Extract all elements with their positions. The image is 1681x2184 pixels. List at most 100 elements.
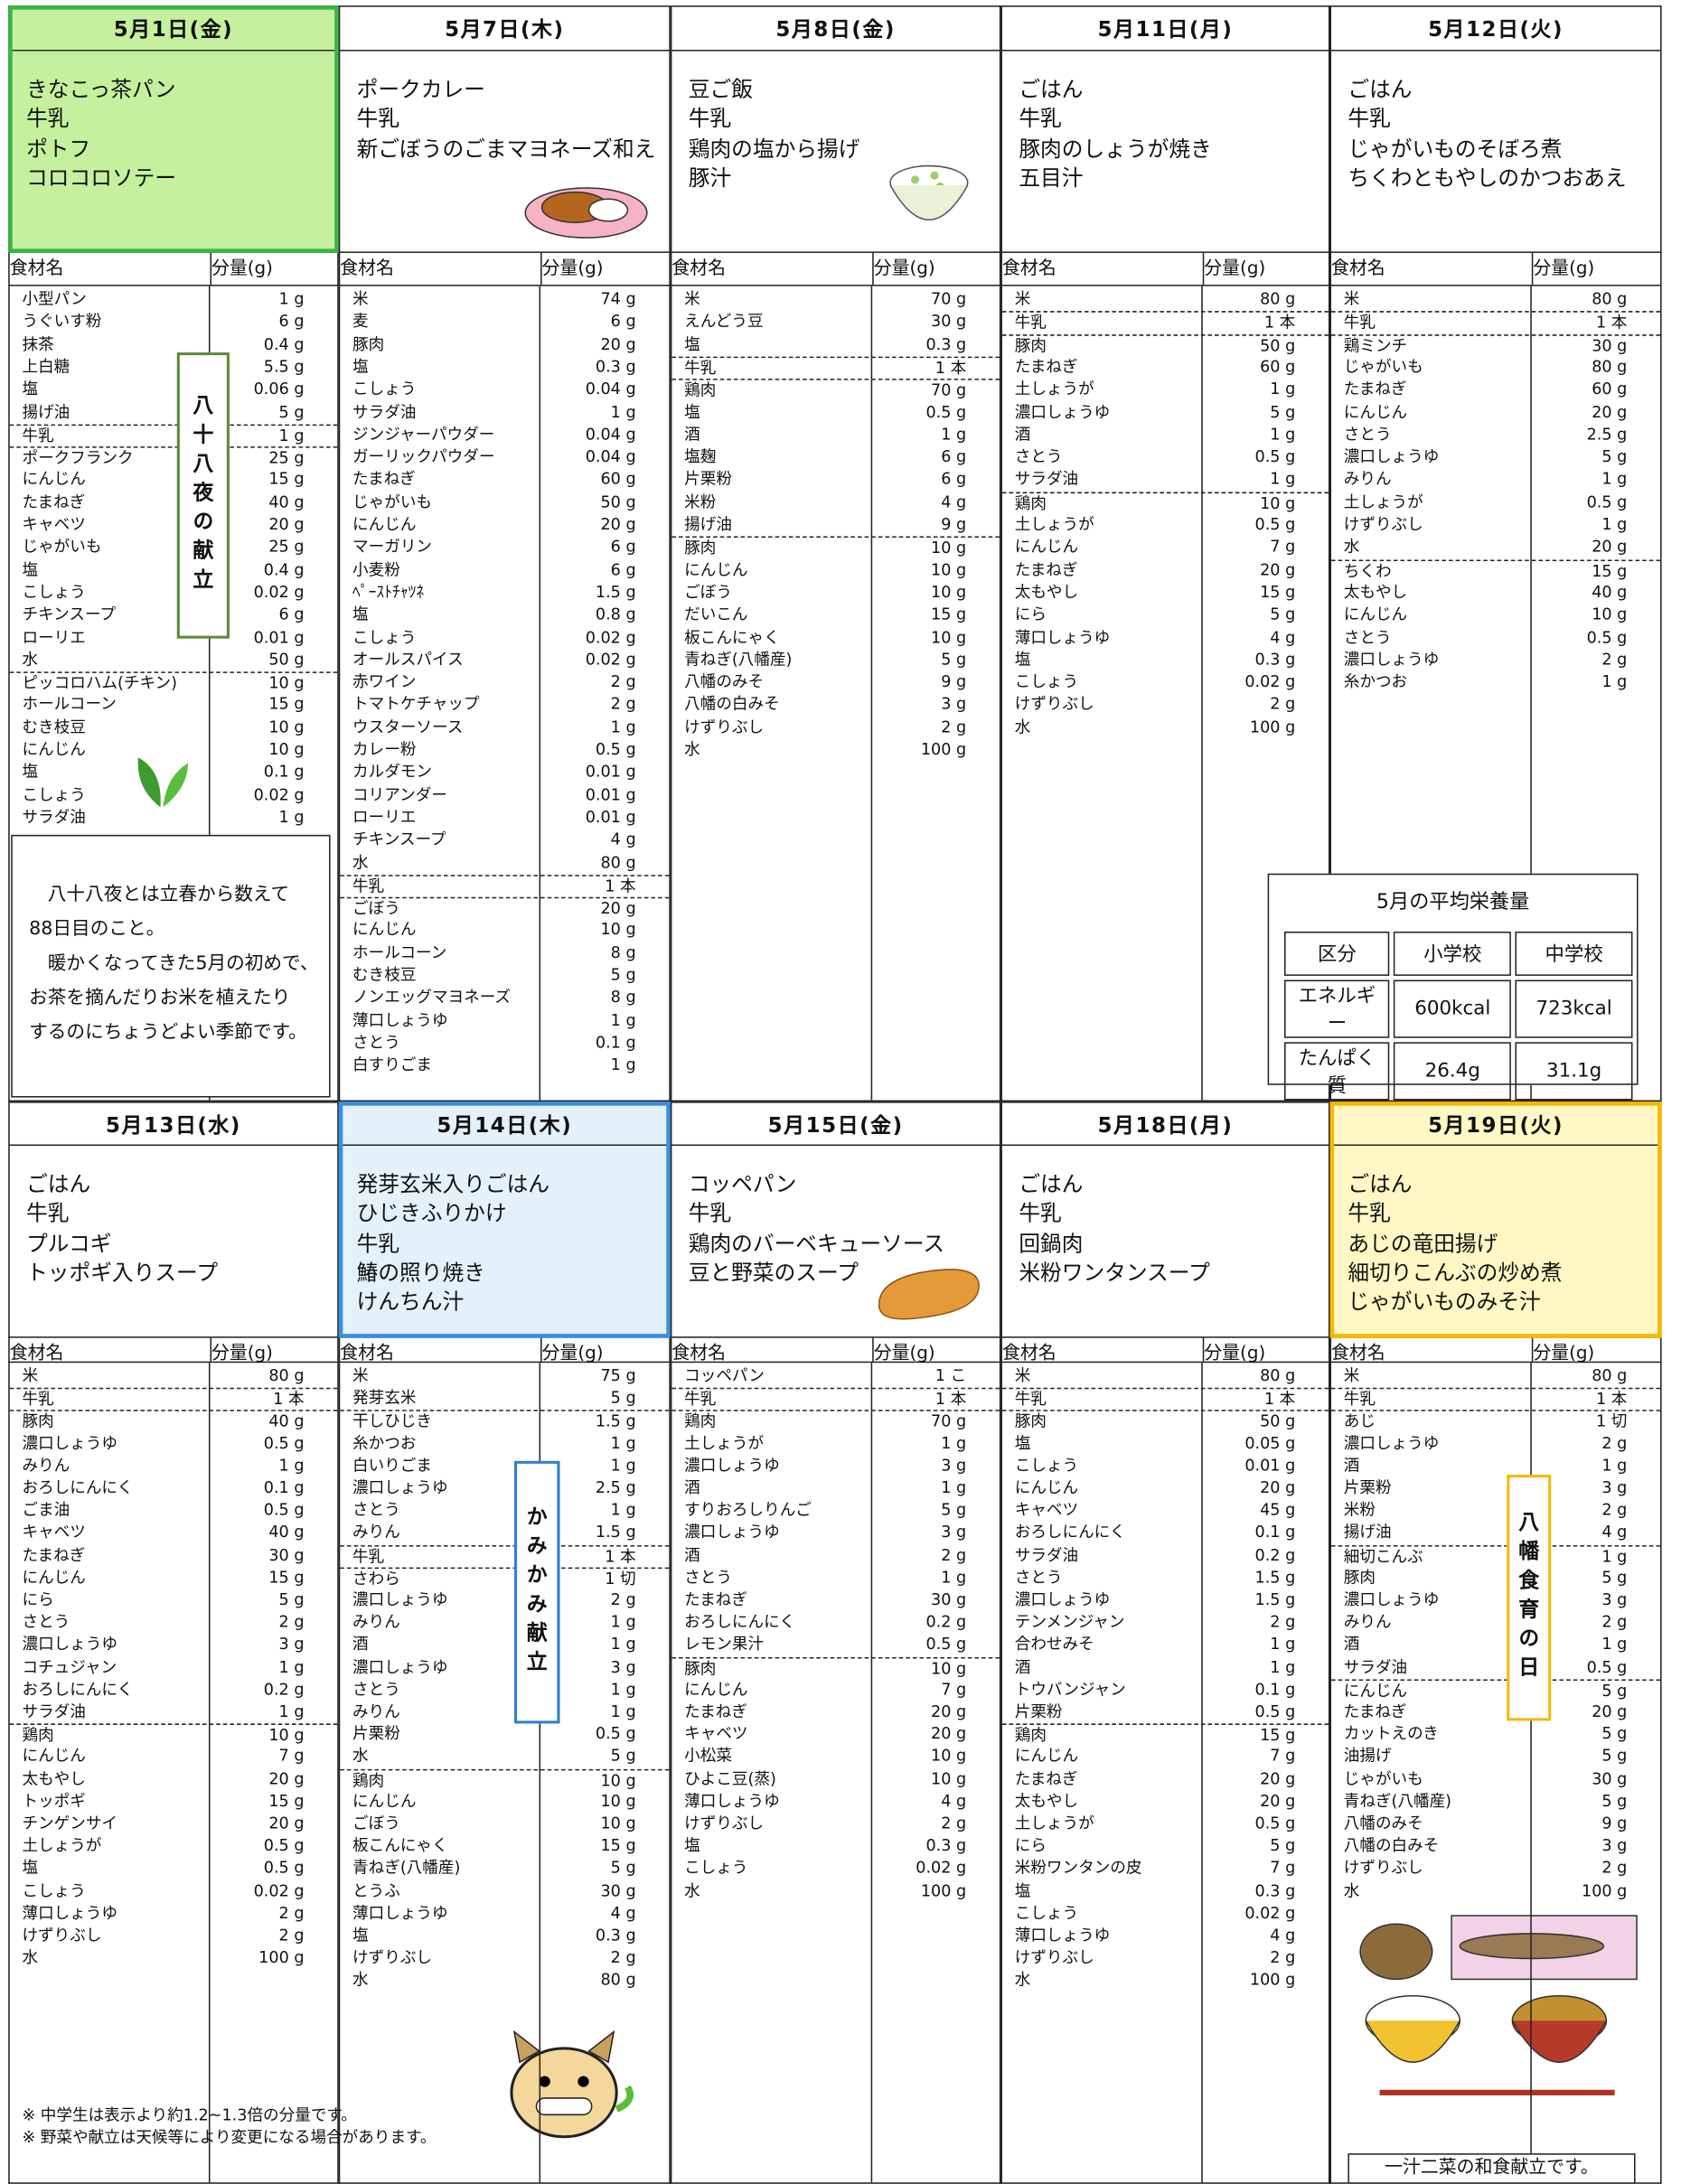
ingredient-amount: 5 g (1601, 1680, 1628, 1701)
ingredient-name: サラダ油 (22, 1701, 86, 1721)
ingredient-amount: 3 g (941, 694, 967, 714)
ingredient-name: 太もやし (1014, 581, 1079, 602)
footnotes: ※ 中学生は表示より約1.2~1.3倍の分量です。 ※ 野菜や献立は天候等により変… (22, 2104, 436, 2148)
ingredient-name: ジンジャーパウダー (352, 424, 495, 444)
ingredient-amount: 2 g (610, 671, 636, 691)
ingredient-amount: 30 g (1592, 1768, 1628, 1788)
ingredient-name: 牛乳 (22, 1389, 54, 1409)
header-amount: 分量(g) (541, 258, 604, 279)
ingredient-amount: 50 g (1260, 335, 1296, 355)
ingredient-amount: 0.5 g (1586, 1656, 1628, 1676)
ingredient-amount: 1 g (1601, 469, 1628, 489)
ingredient-list: 米 80 g 牛乳 1 本豚肉 50 g 塩 0.05 g こしょう 0.01 g にんじん 20 … (1000, 1363, 1330, 2184)
ingredient-name: 揚げ油 (22, 401, 70, 421)
ingredient-amount: 0.5 g (263, 1858, 305, 1878)
ingredient-amount: 0.05 g (1244, 1432, 1296, 1452)
ingredient-row: けずりぶし 2 g (1002, 694, 1329, 716)
ingredient-amount: 9 g (941, 514, 967, 534)
ingredient-row: みりん 1 g (1331, 469, 1660, 491)
ingredient-row: 酒 1 g (1331, 1635, 1660, 1656)
ingredient-amount: 3 g (941, 1455, 967, 1475)
ingredient-row: 八幡の白みそ 3 g (1331, 1836, 1660, 1858)
ingredient-row: トウバンジャン 0.1 g (1002, 1679, 1329, 1701)
ingredient-row: 水 100 g (1331, 1880, 1660, 1902)
ingredient-row: 濃口しょうゆ 2 g (1331, 650, 1660, 671)
menu-item: 豚汁 (688, 165, 732, 191)
ingredient-name: 水 (352, 852, 369, 872)
ingredient-name: オールスパイス (352, 649, 464, 670)
ingredient-name: 濃口しょうゆ (1343, 649, 1440, 670)
ingredient-row: 豚肉 40 g (9, 1410, 338, 1434)
ingredient-amount: 0.2 g (263, 1679, 305, 1699)
ingredient-name: たまねぎ (1343, 379, 1407, 398)
ingredient-name: 米粉 (1343, 1499, 1376, 1520)
ingredient-row: さとう 1.5 g (1002, 1567, 1329, 1589)
ingredient-name: 水 (1014, 1970, 1031, 1990)
ingredient-amount: 30 g (600, 1880, 636, 1900)
ingredient-row: みりん 1.5 g (340, 1523, 669, 1544)
ingredient-row: ポークフランク 25 g (9, 446, 338, 470)
ingredient-row: 土しょうが 0.5 g (1002, 514, 1329, 536)
ingredient-name: 薄口しょうゆ (684, 1791, 780, 1811)
ingredient-row: たまねぎ 20 g (671, 1701, 1000, 1723)
ingredient-amount: 15 g (1260, 1725, 1296, 1745)
ingredient-row: 米 75 g (340, 1365, 669, 1387)
ingredient-name: 干しひじき (352, 1411, 433, 1431)
ingredient-name: 八幡の白みそ (1343, 1835, 1440, 1856)
menu-item: きなこっ茶パン (26, 77, 176, 103)
ingredient-row: サラダ油 1 g (340, 401, 669, 423)
menu-item: 牛乳 (26, 1201, 70, 1227)
ingredient-amount: 80 g (1592, 1365, 1628, 1385)
ingredient-name: にんじん (1343, 1680, 1408, 1701)
ingredient-row: 鶏ミンチ 30 g (1331, 333, 1661, 358)
ingredient-row: 豚肉 20 g (340, 334, 669, 356)
ingredient-row: ローリエ 0.01 g (340, 807, 669, 829)
ingredient-amount: 0.5 g (1586, 492, 1628, 511)
ingredient-list: 米 80 g 牛乳 1 本あじ 1 切濃口しょうゆ 2 g 酒 1 g 片栗粉 3 g 米粉 2 g 揚… (1329, 1363, 1662, 2184)
ingredient-amount: 20 g (1260, 558, 1296, 579)
ingredient-name: 土しょうが (1014, 379, 1094, 398)
menu-item: ごはん (1348, 77, 1413, 103)
ingredient-row: みりん 2 g (1331, 1612, 1660, 1634)
ingredient-amount: 0.3 g (925, 1835, 967, 1856)
menu-item: 発芽玄米入りごはん (356, 1172, 550, 1197)
ingredient-amount: 20 g (931, 1701, 967, 1721)
ingredient-name: 塩 (684, 1835, 700, 1856)
ingredient-amount: 7 g (1270, 536, 1296, 557)
ingredient-name: うぐいす粉 (22, 311, 102, 332)
ingredient-name: こしょう (1014, 671, 1079, 691)
ingredient-name: 米 (1014, 1365, 1031, 1385)
ingredient-amount: 7 g (941, 1679, 967, 1699)
ingredient-name: 糸かつお (352, 1432, 417, 1452)
ingredient-name: 豚肉 (1014, 335, 1047, 355)
ingredient-amount: 1.5 g (595, 1522, 636, 1542)
ingredient-amount: 2 g (1601, 1858, 1628, 1878)
ingredient-name: にんじん (352, 514, 417, 534)
ingredient-name: こしょう (1014, 1902, 1079, 1923)
ingredient-name: 油揚げ (1343, 1746, 1392, 1766)
ingredient-name: ごぼう (352, 1813, 400, 1833)
ingredient-amount: 0.02 g (916, 1858, 967, 1878)
ingredient-amount: 20 g (268, 1813, 305, 1833)
ingredient-name: 米 (352, 1365, 369, 1385)
ingredient-amount: 10 g (1260, 492, 1296, 513)
ingredient-name: 酒 (352, 1634, 369, 1654)
ingredient-name: みりん (1343, 1611, 1392, 1632)
date-header: 5月12日(火) (1329, 5, 1662, 52)
ingredient-name: 米粉 (684, 492, 717, 511)
ingredient-name: にんじん (1014, 1477, 1079, 1497)
ingredient-row: 塩 0.3 g (671, 1836, 1000, 1858)
ingredient-row: 八幡のみそ 9 g (1331, 1814, 1660, 1835)
ingredient-row: 白すりごま 1 g (340, 1055, 669, 1076)
ingredient-amount: 3 g (610, 1656, 636, 1676)
nutrition-cell: たんぱく質 (1284, 1042, 1390, 1101)
menu-item: ポトフ (26, 136, 91, 162)
ingredient-row: じゃがいも 80 g (1331, 356, 1660, 378)
washoku-illustration (1359, 1915, 1638, 2095)
ingredient-name: 米 (684, 288, 700, 309)
nutrition-title: 5月の平均栄養量 (1376, 891, 1530, 914)
ingredient-name: 濃口しょうゆ (352, 1589, 448, 1609)
ingredient-amount: 5 g (1601, 446, 1628, 466)
ingredient-amount: 1 g (610, 1701, 636, 1721)
ingredient-row: 塩 0.05 g (1002, 1433, 1329, 1455)
